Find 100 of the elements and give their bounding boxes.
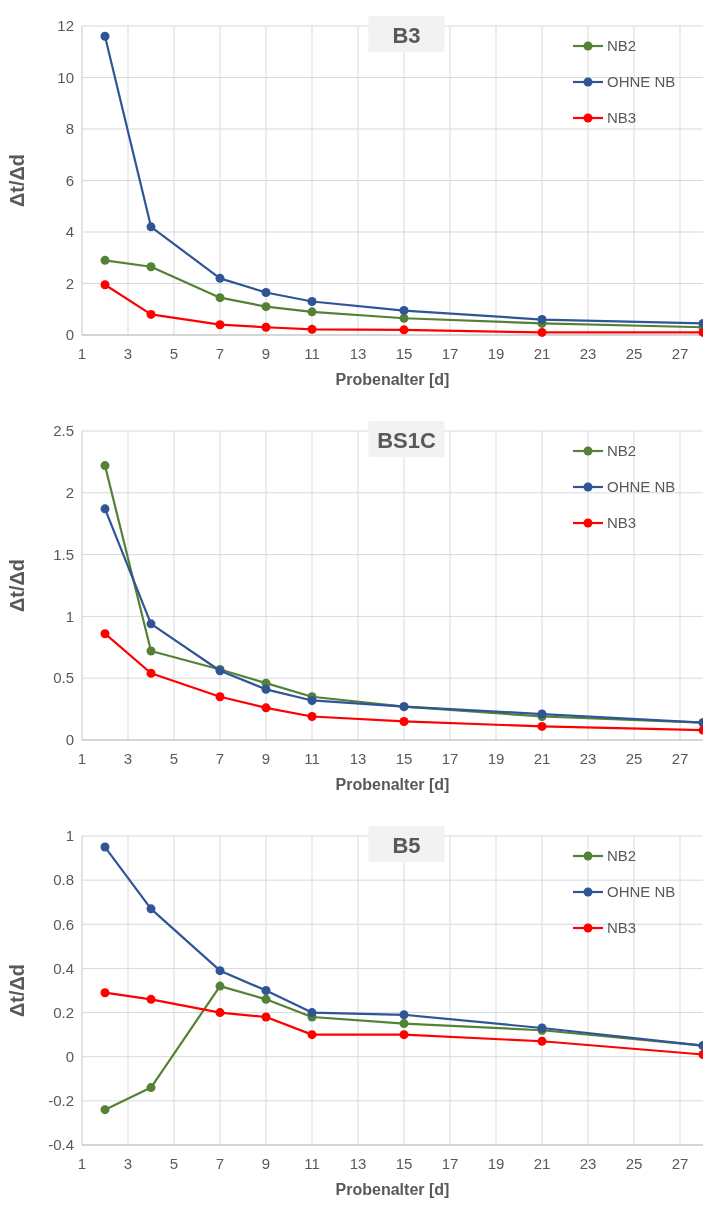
point bbox=[399, 306, 409, 316]
point bbox=[146, 222, 156, 232]
x-tick-label: 27 bbox=[671, 1155, 689, 1172]
y-tick-label: 0.4 bbox=[53, 959, 74, 977]
y-tick-label: 2 bbox=[65, 484, 74, 502]
y-tick-label: 0 bbox=[65, 731, 74, 749]
x-tick-label: 3 bbox=[123, 1155, 133, 1172]
point bbox=[100, 255, 110, 265]
x-tick-label: 23 bbox=[579, 1155, 597, 1172]
y-tick-label: 0 bbox=[65, 1047, 74, 1065]
point bbox=[146, 646, 156, 656]
x-tick-label: 7 bbox=[215, 1155, 225, 1172]
point bbox=[537, 327, 547, 337]
y-tick-label: 10 bbox=[57, 68, 74, 86]
point bbox=[307, 297, 317, 307]
point bbox=[146, 262, 156, 272]
x-tick-label: 7 bbox=[215, 750, 225, 767]
point bbox=[215, 692, 225, 702]
x-tick-label: 21 bbox=[533, 345, 551, 362]
x-axis-title: Probenalter [d] bbox=[335, 776, 450, 793]
x-tick-label: 13 bbox=[349, 750, 367, 767]
x-tick-label: 17 bbox=[441, 345, 459, 362]
point bbox=[146, 904, 156, 914]
point bbox=[100, 461, 110, 471]
point bbox=[215, 293, 225, 303]
point bbox=[261, 703, 271, 713]
point bbox=[307, 324, 317, 334]
point bbox=[100, 629, 110, 639]
point bbox=[146, 619, 156, 629]
x-tick-label: 9 bbox=[261, 345, 271, 362]
y-tick-label: 6 bbox=[65, 171, 74, 189]
point bbox=[261, 322, 271, 332]
x-axis-title: Probenalter [d] bbox=[335, 1181, 450, 1198]
legend-label: OHNE NB bbox=[607, 883, 676, 901]
legend-label: NB2 bbox=[607, 37, 637, 55]
point bbox=[307, 1008, 317, 1018]
x-tick-label: 5 bbox=[169, 750, 179, 767]
x-tick-label: 3 bbox=[123, 345, 133, 362]
point bbox=[100, 280, 110, 290]
point bbox=[307, 1030, 317, 1040]
x-tick-label: 21 bbox=[533, 1155, 551, 1172]
x-tick-label: 17 bbox=[441, 750, 459, 767]
point bbox=[261, 302, 271, 312]
y-tick-label: 1 bbox=[65, 607, 74, 625]
point bbox=[215, 966, 225, 976]
point bbox=[399, 1010, 409, 1020]
y-tick-label: 4 bbox=[65, 223, 74, 241]
x-tick-label: 13 bbox=[349, 345, 367, 362]
point bbox=[307, 307, 317, 317]
y-tick-label: 0.5 bbox=[53, 669, 74, 687]
point bbox=[399, 325, 409, 335]
point bbox=[307, 712, 317, 722]
y-tick-label: 0 bbox=[65, 326, 74, 344]
x-tick-label: 5 bbox=[169, 345, 179, 362]
x-tick-label: 11 bbox=[304, 750, 320, 767]
chart-title: BS1C bbox=[377, 428, 436, 453]
legend-label: NB3 bbox=[607, 919, 637, 937]
x-tick-label: 11 bbox=[304, 1155, 320, 1172]
y-axis-title: Δt/Δd bbox=[6, 963, 28, 1018]
x-tick-label: 9 bbox=[261, 1155, 271, 1172]
x-tick-label: 23 bbox=[579, 345, 597, 362]
legend-label: OHNE NB bbox=[607, 73, 676, 91]
x-tick-label: 25 bbox=[625, 345, 643, 362]
x-tick-label: 25 bbox=[625, 750, 643, 767]
x-tick-label: 11 bbox=[304, 345, 320, 362]
point bbox=[146, 1083, 156, 1093]
x-tick-label: 5 bbox=[169, 1155, 179, 1172]
point bbox=[215, 1008, 225, 1018]
y-tick-label: 0.6 bbox=[53, 915, 74, 933]
x-tick-label: 27 bbox=[671, 750, 689, 767]
x-tick-label: 1 bbox=[77, 1155, 87, 1172]
y-axis-title: Δt/Δd bbox=[6, 153, 28, 208]
point bbox=[100, 988, 110, 998]
legend-label: NB3 bbox=[607, 514, 637, 532]
x-tick-label: 15 bbox=[395, 1155, 413, 1172]
x-tick-label: 7 bbox=[215, 345, 225, 362]
y-tick-label: -0.4 bbox=[48, 1136, 74, 1154]
point bbox=[399, 1030, 409, 1040]
x-tick-label: 19 bbox=[487, 1155, 505, 1172]
x-tick-label: 27 bbox=[671, 345, 689, 362]
y-tick-label: 1 bbox=[65, 827, 74, 845]
x-tick-label: 21 bbox=[533, 750, 551, 767]
point bbox=[100, 1105, 110, 1115]
x-tick-label: 23 bbox=[579, 750, 597, 767]
x-tick-label: 1 bbox=[77, 345, 87, 362]
point bbox=[261, 288, 271, 298]
point bbox=[261, 994, 271, 1004]
x-tick-label: 15 bbox=[395, 345, 413, 362]
y-tick-label: 0.8 bbox=[53, 871, 74, 889]
point bbox=[215, 273, 225, 283]
point bbox=[261, 986, 271, 995]
legend-label: NB3 bbox=[607, 109, 637, 127]
y-tick-label: 0.2 bbox=[53, 1003, 74, 1021]
point bbox=[261, 684, 271, 694]
x-tick-label: 19 bbox=[487, 345, 505, 362]
legend-label: NB2 bbox=[607, 847, 637, 865]
y-tick-label: 2 bbox=[65, 274, 74, 292]
x-tick-label: 9 bbox=[261, 750, 271, 767]
x-tick-label: 25 bbox=[625, 1155, 643, 1172]
point bbox=[146, 309, 156, 319]
